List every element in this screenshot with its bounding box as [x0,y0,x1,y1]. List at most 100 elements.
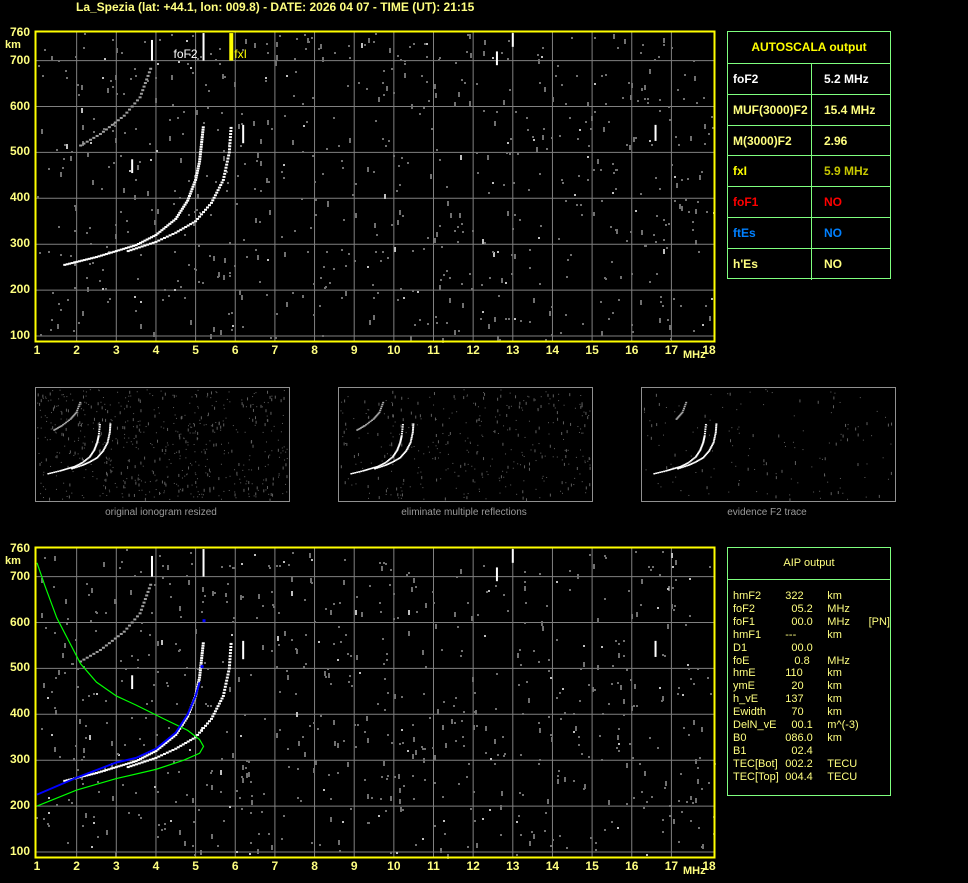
trace-echo [200,140,204,143]
noise-dot [640,300,642,305]
noise-dot [439,159,441,161]
thumb-trace [49,472,52,474]
noise-dot [236,790,238,792]
noise-dot [223,820,225,822]
trace-echo [73,261,77,264]
noise-dot [526,117,528,119]
thumb-trace [388,462,391,465]
noise-dot [375,120,377,122]
noise-dot [295,693,297,695]
thumb-trace [677,416,680,418]
thumb-trace [409,440,412,442]
noise-dot [211,834,213,839]
noise-dot [375,33,377,35]
noise-dot [434,238,436,243]
noise-dot [186,575,188,577]
noise-dot [223,275,225,280]
thumb-trace [411,435,414,437]
aip-value: 70 [785,706,804,719]
echo-spike [131,675,134,690]
noise-dot [633,705,635,707]
noise-dot [662,831,664,833]
noise-dot [393,155,395,157]
thumb-trace [93,458,96,460]
noise-dot [557,65,559,67]
noise-dot [574,194,576,196]
trace-echo [82,142,86,145]
noise-dot [401,157,403,159]
noise-dot [397,617,399,619]
noise-dot [450,213,452,218]
noise-dot [578,175,580,177]
trace-echo [198,731,202,734]
noise-dot [333,720,335,725]
thumb-trace [713,436,716,439]
trace-echo [97,255,101,258]
fit-point [200,665,204,669]
noise-dot [325,608,327,610]
thumb-trace [105,443,108,445]
noise-dot [130,78,132,80]
noise-dot [529,267,531,269]
noise-dot [387,257,389,259]
noise-dot [361,43,363,48]
noise-dot [106,722,108,724]
trace-echo [191,737,195,740]
noise-dot [383,562,385,564]
noise-dot [189,54,191,56]
trace-echo [165,751,169,754]
noise-dot [505,318,507,320]
thumb-trace [65,421,68,424]
noise-dot [304,599,306,601]
trace-echo [101,646,105,649]
noise-dot [546,148,548,150]
trace-echo [133,102,137,105]
thumb-trace [401,423,404,426]
noise-dot [84,33,86,35]
noise-dot [550,734,552,736]
trace-echo [204,208,208,211]
noise-dot [295,71,297,73]
thumb-trace [352,472,355,474]
noise-dot [223,156,225,161]
x-tick-label: 17 [664,343,679,357]
noise-dot [443,701,445,703]
thumb-trace [107,436,110,439]
noise-dot [194,211,196,213]
noise-dot [559,135,561,137]
thumb-trace [71,416,74,418]
thumb-trace [675,467,678,469]
thumb-trace [381,463,384,465]
trace-echo [199,661,203,664]
noise-dot [400,59,402,61]
noise-dot [552,839,554,841]
thumb-trace [104,446,107,448]
trace-echo [223,169,227,172]
aip-value: 137 [785,693,804,706]
thumb-trace [687,464,690,467]
aip-key: TEC[Top] [733,770,779,783]
noise-dot [177,280,179,282]
noise-dot [675,136,677,138]
noise-dot [689,615,691,617]
trace-echo [156,748,160,751]
noise-dot [493,252,495,257]
noise-dot [372,284,374,286]
thumb-trace [677,466,680,468]
trace-echo [228,655,232,658]
thumb-trace [411,431,414,434]
noise-dot [105,700,107,702]
noise-dot [302,151,304,153]
noise-dot [154,786,156,788]
thumb-trace [703,436,706,438]
noise-dot [663,38,665,43]
noise-dot [495,585,497,587]
noise-dot [417,291,419,293]
noise-dot [462,736,464,738]
noise-dot [329,282,331,284]
thumb-trace [684,463,687,465]
noise-dot [264,718,266,720]
noise-dot [617,47,619,49]
noise-dot [632,331,634,333]
noise-dot [301,198,303,200]
